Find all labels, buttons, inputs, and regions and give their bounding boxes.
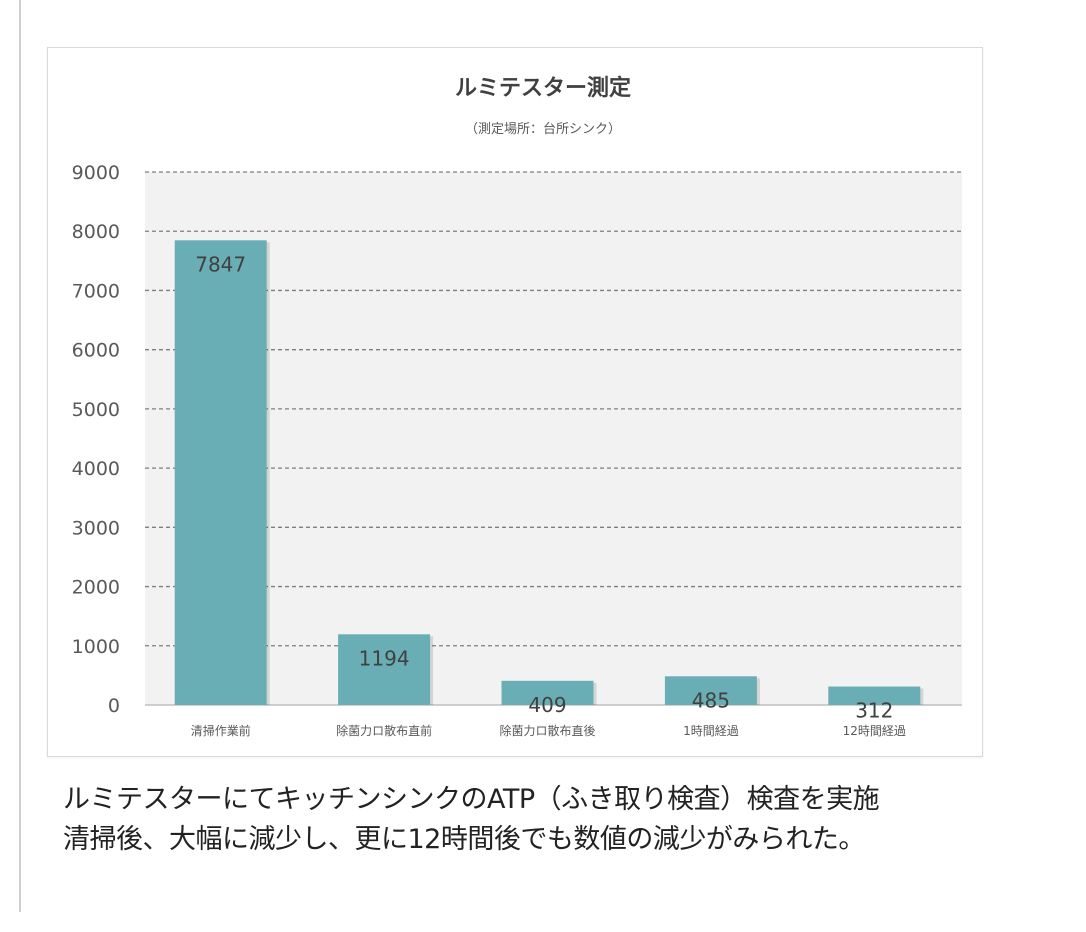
data-label: 485 — [692, 688, 730, 712]
y-tick-label: 0 — [108, 695, 120, 717]
bar-1 — [174, 240, 267, 706]
caption-line-2: 清掃後、大幅に減少し、更に12時間後でも数値の減少がみられた。 — [63, 824, 865, 855]
y-tick-label: 6000 — [72, 340, 120, 362]
y-tick-label: 5000 — [72, 399, 120, 421]
y-tick-label: 4000 — [72, 458, 120, 480]
y-tick-label: 7000 — [72, 280, 120, 302]
x-tick-label: 除菌力ロ散布直前 — [336, 723, 432, 738]
caption: ルミテスターにてキッチンシンクのATP（ふき取り検査）検査を実施 清掃後、大幅に… — [63, 780, 1053, 860]
left-border-rule — [19, 0, 21, 912]
bar-2 — [338, 634, 431, 705]
chart-title: ルミテスター測定 — [454, 76, 631, 101]
data-label: 409 — [528, 693, 566, 717]
y-tick-label: 3000 — [72, 517, 120, 539]
x-tick-label: 除菌力ロ散布直後 — [499, 723, 595, 738]
bar-3 — [501, 680, 594, 705]
y-tick-label: 8000 — [72, 221, 120, 243]
data-label: 1194 — [359, 646, 410, 670]
x-tick-label: 1時間経過 — [683, 724, 739, 738]
x-tick-label: 12時間経過 — [843, 724, 906, 738]
data-label: 312 — [855, 699, 893, 723]
caption-line-1: ルミテスターにてキッチンシンクのATP（ふき取り検査）検査を実施 — [63, 784, 880, 815]
chart-subtitle: （測定場所：台所シンク） — [464, 122, 621, 137]
y-tick-label: 1000 — [72, 636, 120, 658]
bar-5 — [828, 686, 921, 705]
y-tick-label: 2000 — [72, 577, 120, 599]
x-tick-label: 清掃作業前 — [191, 723, 251, 738]
bar-4 — [664, 676, 757, 705]
plot-area — [145, 172, 962, 705]
y-tick-label: 9000 — [72, 162, 120, 184]
data-label: 7847 — [195, 252, 246, 276]
